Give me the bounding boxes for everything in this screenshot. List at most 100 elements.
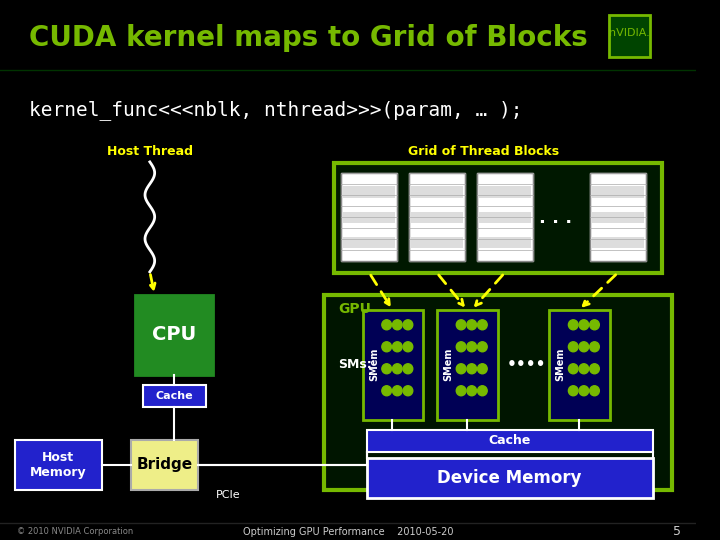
Circle shape: [392, 386, 402, 396]
FancyBboxPatch shape: [411, 237, 463, 248]
FancyBboxPatch shape: [592, 237, 644, 248]
FancyBboxPatch shape: [609, 15, 649, 57]
Text: GPU: GPU: [338, 302, 372, 316]
FancyBboxPatch shape: [135, 295, 212, 375]
Circle shape: [579, 386, 589, 396]
FancyBboxPatch shape: [343, 212, 395, 223]
Circle shape: [403, 386, 413, 396]
FancyBboxPatch shape: [479, 186, 531, 198]
Circle shape: [477, 386, 487, 396]
Circle shape: [467, 342, 477, 352]
Circle shape: [568, 342, 578, 352]
Circle shape: [456, 320, 466, 330]
Circle shape: [477, 342, 487, 352]
Circle shape: [590, 320, 599, 330]
Text: Cache: Cache: [156, 391, 193, 401]
Circle shape: [568, 320, 578, 330]
Circle shape: [392, 342, 402, 352]
Text: Host
Memory: Host Memory: [30, 451, 86, 478]
FancyBboxPatch shape: [592, 224, 644, 235]
FancyBboxPatch shape: [324, 295, 672, 490]
Circle shape: [568, 364, 578, 374]
FancyBboxPatch shape: [367, 458, 652, 498]
Text: SMem: SMem: [369, 348, 379, 381]
FancyBboxPatch shape: [479, 224, 531, 235]
FancyBboxPatch shape: [333, 163, 662, 273]
FancyBboxPatch shape: [549, 310, 610, 420]
FancyBboxPatch shape: [411, 212, 463, 223]
FancyBboxPatch shape: [411, 249, 463, 261]
Text: SMs:: SMs:: [338, 358, 372, 372]
Circle shape: [456, 364, 466, 374]
Circle shape: [456, 342, 466, 352]
FancyBboxPatch shape: [343, 199, 395, 211]
FancyBboxPatch shape: [590, 173, 646, 261]
FancyBboxPatch shape: [343, 249, 395, 261]
FancyBboxPatch shape: [367, 430, 652, 452]
FancyBboxPatch shape: [479, 249, 531, 261]
Circle shape: [382, 320, 392, 330]
Text: nVIDIA.: nVIDIA.: [609, 28, 649, 38]
Text: Grid of Thread Blocks: Grid of Thread Blocks: [408, 145, 559, 158]
FancyBboxPatch shape: [479, 174, 531, 185]
FancyBboxPatch shape: [411, 199, 463, 211]
Circle shape: [579, 364, 589, 374]
FancyBboxPatch shape: [411, 186, 463, 198]
Text: © 2010 NVIDIA Corporation: © 2010 NVIDIA Corporation: [17, 527, 134, 536]
FancyBboxPatch shape: [14, 440, 102, 490]
FancyBboxPatch shape: [343, 237, 395, 248]
FancyBboxPatch shape: [343, 224, 395, 235]
Circle shape: [579, 320, 589, 330]
FancyBboxPatch shape: [411, 224, 463, 235]
FancyBboxPatch shape: [592, 199, 644, 211]
Text: Host Thread: Host Thread: [107, 145, 193, 158]
FancyBboxPatch shape: [479, 237, 531, 248]
Circle shape: [467, 386, 477, 396]
Text: PCIe: PCIe: [215, 490, 240, 500]
Circle shape: [392, 320, 402, 330]
FancyBboxPatch shape: [341, 173, 397, 261]
FancyBboxPatch shape: [479, 199, 531, 211]
Circle shape: [467, 320, 477, 330]
Circle shape: [467, 364, 477, 374]
Circle shape: [403, 342, 413, 352]
Circle shape: [590, 364, 599, 374]
FancyBboxPatch shape: [143, 385, 206, 407]
FancyBboxPatch shape: [479, 212, 531, 223]
Text: Cache: Cache: [488, 434, 531, 447]
FancyBboxPatch shape: [343, 186, 395, 198]
Circle shape: [568, 386, 578, 396]
Text: ••••: ••••: [507, 357, 546, 372]
Text: Bridge: Bridge: [136, 457, 192, 472]
FancyBboxPatch shape: [411, 174, 463, 185]
Text: Optimizing GPU Performance    2010-05-20: Optimizing GPU Performance 2010-05-20: [243, 526, 454, 537]
Text: CPU: CPU: [152, 325, 196, 345]
FancyBboxPatch shape: [130, 440, 198, 490]
FancyBboxPatch shape: [592, 186, 644, 198]
FancyBboxPatch shape: [343, 174, 395, 185]
Text: CUDA kernel maps to Grid of Blocks: CUDA kernel maps to Grid of Blocks: [29, 24, 588, 52]
Text: Device Memory: Device Memory: [437, 469, 582, 487]
Circle shape: [477, 320, 487, 330]
Circle shape: [403, 364, 413, 374]
Text: SMem: SMem: [444, 348, 454, 381]
Circle shape: [579, 342, 589, 352]
FancyBboxPatch shape: [592, 249, 644, 261]
Circle shape: [382, 342, 392, 352]
Text: . . .: . . .: [539, 209, 572, 227]
FancyBboxPatch shape: [477, 173, 533, 261]
FancyBboxPatch shape: [437, 310, 498, 420]
FancyBboxPatch shape: [592, 212, 644, 223]
FancyBboxPatch shape: [409, 173, 465, 261]
Circle shape: [477, 364, 487, 374]
FancyBboxPatch shape: [592, 174, 644, 185]
Circle shape: [382, 364, 392, 374]
Circle shape: [590, 342, 599, 352]
Text: kernel_func<<<nblk, nthread>>>(param, … );: kernel_func<<<nblk, nthread>>>(param, … …: [29, 100, 523, 120]
Text: 5: 5: [673, 525, 682, 538]
Circle shape: [382, 386, 392, 396]
Text: SMem: SMem: [556, 348, 566, 381]
Circle shape: [392, 364, 402, 374]
FancyBboxPatch shape: [362, 310, 423, 420]
Circle shape: [456, 386, 466, 396]
